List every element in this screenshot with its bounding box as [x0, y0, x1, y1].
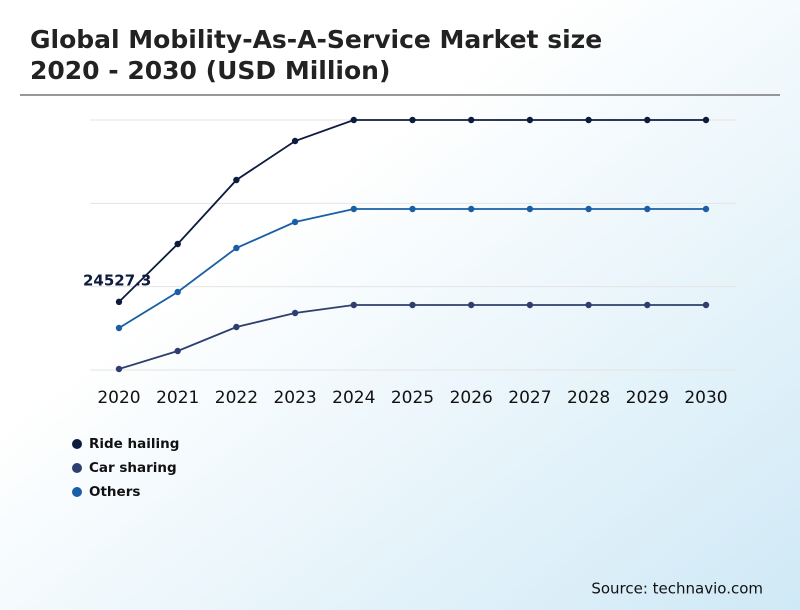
chart-subtitle: 2020 - 2030 (USD Million): [30, 56, 390, 85]
point: [291, 218, 299, 226]
x-tick-label: 2020: [97, 388, 140, 408]
point: [526, 116, 534, 124]
x-tick-label: 2024: [332, 388, 375, 408]
point: [644, 116, 651, 124]
source: Source: technavio.com: [591, 580, 763, 598]
x-tick-label: 2021: [156, 388, 199, 408]
x-tick-label: 2027: [508, 388, 551, 408]
point: [585, 205, 592, 213]
point: [291, 309, 299, 317]
point: [468, 116, 475, 124]
point: [585, 301, 592, 309]
point: [174, 240, 181, 248]
point: [233, 176, 240, 184]
point: [350, 205, 357, 213]
point: [291, 137, 299, 145]
point: [174, 288, 181, 296]
point: [233, 323, 240, 331]
x-tick-label: 2030: [684, 388, 727, 408]
point: [350, 301, 357, 309]
point: [409, 116, 416, 124]
point: [644, 205, 651, 213]
legend-label: Ride hailing: [89, 436, 179, 452]
point: [174, 347, 181, 355]
x-tick-label: 2023: [273, 388, 316, 408]
point: [644, 301, 651, 309]
point: [115, 365, 123, 373]
point: [409, 301, 416, 309]
point: [115, 298, 123, 306]
legend-marker: [72, 463, 82, 473]
point: [115, 324, 123, 332]
point: [233, 244, 240, 252]
point: [702, 116, 710, 124]
x-tick-label: 2028: [567, 388, 610, 408]
point: [585, 116, 592, 124]
legend-marker: [72, 487, 82, 497]
point: [350, 116, 357, 124]
data-label: 24527.3: [83, 272, 151, 290]
point: [409, 205, 416, 213]
legend-label: Others: [89, 484, 140, 500]
point: [526, 205, 534, 213]
legend-label: Car sharing: [89, 460, 177, 476]
chart-title: Global Mobility-As-A-Service Market size: [30, 25, 602, 54]
point: [468, 205, 475, 213]
point: [526, 301, 534, 309]
x-tick-label: 2022: [215, 388, 258, 408]
point: [468, 301, 475, 309]
x-tick-label: 2026: [450, 388, 493, 408]
legend-marker: [72, 439, 82, 449]
x-tick-label: 2029: [626, 388, 669, 408]
point: [702, 301, 710, 309]
point: [702, 205, 710, 213]
x-tick-label: 2025: [391, 388, 434, 408]
